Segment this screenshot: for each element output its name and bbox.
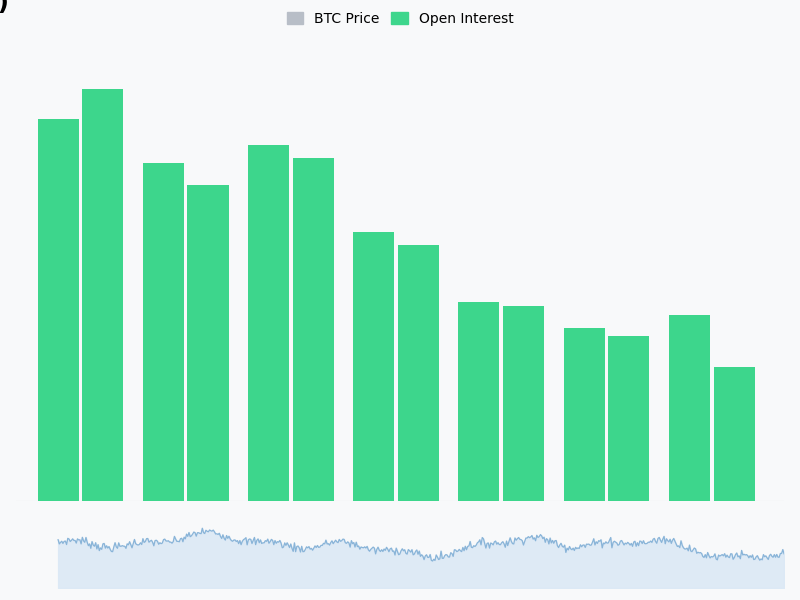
Bar bbox=[353, 232, 394, 501]
Bar bbox=[248, 145, 289, 501]
Bar bbox=[669, 314, 710, 501]
Bar bbox=[187, 185, 229, 501]
Bar bbox=[608, 337, 650, 501]
Text: D): D) bbox=[0, 0, 10, 14]
Bar bbox=[458, 302, 499, 501]
Bar bbox=[714, 367, 754, 501]
Bar bbox=[503, 306, 544, 501]
Bar bbox=[398, 245, 439, 501]
Bar bbox=[82, 89, 123, 501]
Bar bbox=[563, 328, 605, 501]
Legend: BTC Price, Open Interest: BTC Price, Open Interest bbox=[286, 12, 514, 26]
Bar bbox=[142, 163, 184, 501]
Bar bbox=[38, 119, 78, 501]
Bar bbox=[293, 158, 334, 501]
